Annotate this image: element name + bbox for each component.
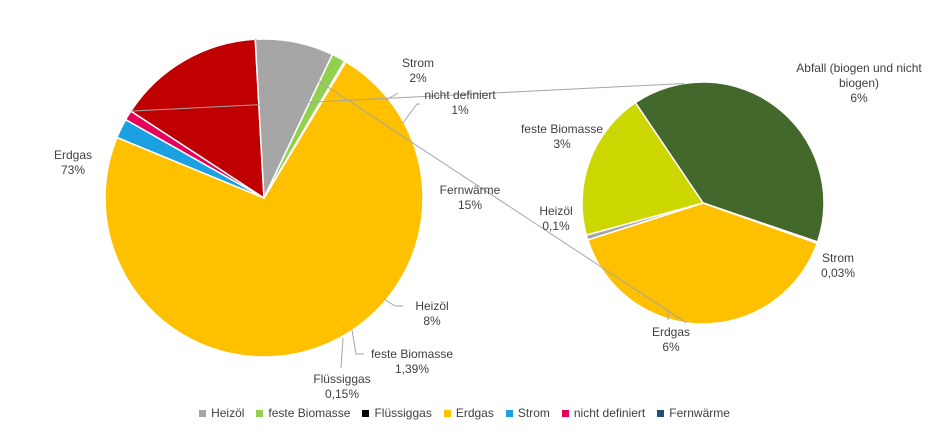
main-pie-leader-strom	[385, 92, 399, 101]
main-pie-slice-fernwärme	[130, 38, 265, 199]
main-pie-label-feste-biomasse: feste Biomasse 1,39%	[371, 347, 453, 376]
breakdown-pie-slice-abfall-biogen-und-nicht-biogen	[634, 81, 825, 243]
connector-line-top	[130, 82, 685, 112]
legend-item-feste-biomasse: feste Biomasse	[256, 406, 350, 420]
main-pie-leader-fluessiggas	[340, 337, 344, 369]
breakdown-pie-label-heizöl: Heizöl 0,1%	[539, 204, 572, 233]
legend-label: feste Biomasse	[268, 406, 351, 420]
legend-item-fernwärme: Fernwärme	[657, 406, 730, 420]
breakdown-pie-label-erdgas: Erdgas 6%	[652, 325, 690, 354]
legend-item-flüssiggas: Flüssiggas	[362, 406, 432, 420]
legend-swatch	[505, 409, 513, 417]
main-pie-leader-feste-biomasse	[351, 329, 364, 355]
legend-label: Flüssiggas	[374, 406, 432, 420]
legend-label: Strom	[517, 406, 550, 420]
breakdown-pie-label-strom: Strom 0,03%	[821, 251, 855, 280]
main-pie-label-erdgas: Erdgas 73%	[54, 148, 92, 177]
chart-plot-area: Erdgas 73% Strom 2% nicht definiert 1% Fernwär…	[54, 38, 922, 400]
main-pie-slice-flüssiggas	[263, 60, 347, 199]
legend-swatch	[561, 409, 569, 417]
legend-item-nicht-definiert: nicht definiert	[561, 406, 646, 420]
legend-swatch	[199, 409, 207, 417]
main-pie-label-nicht-definiert: nicht definiert 1%	[424, 88, 496, 117]
legend-swatch	[443, 409, 451, 417]
legend-item-erdgas: Erdgas	[443, 406, 494, 420]
main-pie-label-flüssiggas: Flüssiggas 0,15%	[313, 372, 370, 400]
main-pie-leader-heizoel	[383, 298, 403, 307]
main-pie-leader-nicht-definiert	[402, 103, 420, 124]
legend-label: Erdgas	[455, 406, 494, 420]
main-pie-label-heizöl: Heizöl 8%	[415, 299, 448, 328]
legend-swatch	[657, 409, 665, 417]
legend-item-heizöl: Heizöl	[199, 406, 244, 420]
breakdown-pie-label-abfall-biogen-und-nicht-biogen: Abfall (biogen und nicht biogen) 6%	[796, 61, 922, 105]
legend-swatch	[362, 409, 370, 417]
main-pie-label-strom: Strom 2%	[402, 56, 434, 85]
legend-label: nicht definiert	[573, 406, 646, 420]
legend-swatch	[256, 409, 264, 417]
breakdown-pie-slice-erdgas	[587, 202, 818, 325]
breakdown-pie-label-feste-biomasse: feste Biomasse 3%	[521, 122, 603, 151]
legend-label: Heizöl	[211, 406, 245, 420]
breakdown-pie-slice-feste-biomasse	[581, 101, 704, 236]
connector-line-bottom	[254, 38, 687, 324]
legend-item-strom: Strom	[505, 406, 550, 420]
chart-legend: Heizöl feste Biomasse Flüssiggas Erdgas Stro…	[0, 404, 929, 422]
legend-label: Fernwärme	[669, 406, 730, 420]
main-pie-label-fernwärme: Fernwärme 15%	[440, 183, 501, 212]
